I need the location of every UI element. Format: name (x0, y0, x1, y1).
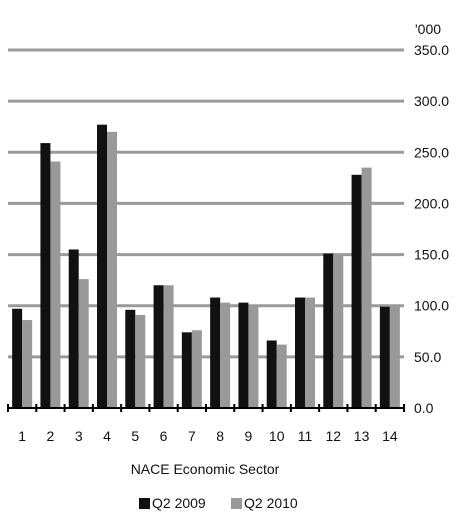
bar-q2-2010-sector-12 (333, 253, 344, 408)
bar-q2-2010-sector-9 (248, 304, 259, 408)
bar-q2-2010-sector-14 (389, 304, 400, 408)
y-tick-label: 200.0 (414, 195, 449, 211)
bar-q2-2010-sector-7 (191, 330, 202, 408)
category-label: 6 (160, 428, 168, 444)
x-axis-title: NACE Economic Sector (131, 461, 280, 477)
bar-q2-2009-sector-5 (125, 309, 136, 408)
bar-q2-2009-sector-14 (379, 306, 390, 408)
y-tick-label: 0.0 (414, 400, 434, 416)
bar-q2-2010-sector-8 (220, 302, 231, 408)
bar-q2-2009-sector-12 (323, 253, 334, 408)
y-tick-label: 350.0 (414, 42, 449, 58)
bar-q2-2010-sector-1 (22, 320, 33, 408)
category-label: 1 (18, 428, 26, 444)
bar-q2-2010-sector-5 (135, 314, 146, 408)
bar-q2-2009-sector-8 (210, 297, 221, 408)
bars (12, 124, 400, 409)
category-labels: 1 2 3 4 5 6 7 8 9 10 11 12 13 14 (18, 428, 398, 444)
y-tick-label: 250.0 (414, 144, 449, 160)
bar-q2-2009-sector-13 (351, 174, 362, 408)
bar-q2-2009-sector-7 (181, 332, 192, 408)
bar-q2-2009-sector-2 (40, 143, 51, 408)
bar-q2-2010-sector-2 (50, 161, 61, 408)
category-label: 9 (245, 428, 253, 444)
category-label: 13 (354, 428, 370, 444)
legend-label-q2-2009: Q2 2009 (152, 495, 206, 511)
bar-q2-2010-sector-13 (361, 167, 372, 408)
bar-q2-2009-sector-10 (266, 340, 277, 408)
legend-label-q2-2010: Q2 2010 (244, 495, 298, 511)
legend-swatch-q2-2009 (139, 498, 150, 509)
bar-q2-2009-sector-9 (238, 302, 249, 408)
category-label: 11 (298, 428, 313, 444)
y-tick-label: 100.0 (414, 298, 449, 314)
category-label: 3 (75, 428, 83, 444)
y-tick-label: 300.0 (414, 93, 449, 109)
category-label: 7 (188, 428, 196, 444)
bar-q2-2009-sector-3 (68, 249, 79, 408)
legend: Q2 2009 Q2 2010 (139, 495, 298, 511)
bar-q2-2009-sector-4 (97, 124, 107, 408)
category-label: 2 (47, 428, 55, 444)
y-tick-label: 50.0 (414, 349, 441, 365)
gridlines (8, 48, 404, 359)
bar-q2-2010-sector-4 (107, 131, 117, 409)
legend-swatch-q2-2010 (231, 498, 242, 509)
bar-q2-2010-sector-10 (276, 344, 287, 408)
x-axis (7, 404, 405, 412)
category-label: 14 (382, 428, 398, 444)
bar-q2-2009-sector-1 (12, 308, 23, 408)
bar-q2-2009-sector-6 (153, 285, 164, 408)
bar-q2-2009-sector-11 (295, 297, 305, 408)
category-label: 4 (103, 428, 111, 444)
category-label: 5 (131, 428, 139, 444)
y-tick-labels: 0.0 50.0 100.0 150.0 200.0 250.0 300.0 350.0 (414, 42, 449, 416)
bar-q2-2010-sector-3 (78, 279, 89, 408)
category-label: 8 (216, 428, 224, 444)
category-label: 10 (269, 428, 285, 444)
y-tick-label: 150.0 (414, 247, 449, 263)
y-unit-label: '000 (415, 21, 441, 37)
bar-q2-2010-sector-6 (163, 285, 174, 408)
bar-q2-2010-sector-11 (305, 297, 315, 408)
category-label: 12 (325, 428, 341, 444)
